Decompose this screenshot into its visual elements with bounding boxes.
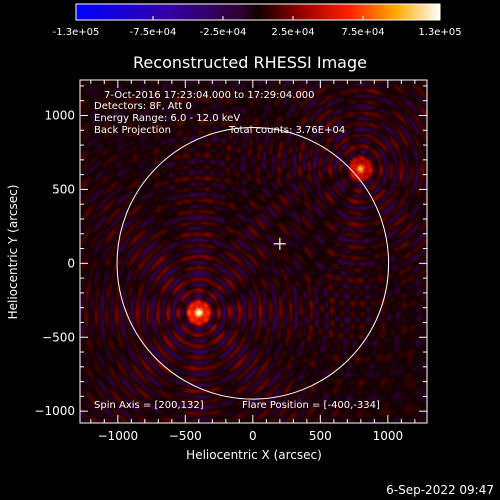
annotation-energy: Energy Range: 6.0 - 12.0 keV: [94, 113, 240, 124]
plot-area: −1000 −500 0 500 1000 −1000 −500 0 500 1000 7-Oc…: [34, 79, 428, 443]
colorbar-tick-label: 1.3e+05: [418, 27, 461, 38]
plot-frame: [79, 79, 428, 424]
x-axis-label: Heliocentric X (arcsec): [186, 448, 322, 462]
annotation-time-range: 7-Oct-2016 17:23:04.000 to 17:29:04.000: [104, 90, 315, 101]
colorbar-tick-label: 7.5e+04: [341, 27, 384, 38]
colorbar-gradient: [75, 3, 441, 21]
y-tick-label: 500: [52, 182, 75, 196]
colorbar-tick-label: -7.5e+04: [130, 27, 177, 38]
annotation-spin-axis: Spin Axis = [200,132]: [94, 400, 204, 411]
y-axis-label: Heliocentric Y (arcsec): [6, 185, 20, 320]
x-tick-label: 500: [309, 429, 332, 443]
x-axis-ticks: −1000 −500 0 500 1000: [90, 80, 416, 443]
chart-title: Reconstructed RHESSI Image: [133, 53, 367, 72]
colorbar-ticks: -1.3e+05 -7.5e+04 -2.5e+04 2.5e+04 7.5e+04 1.…: [53, 16, 462, 38]
x-tick-label: −1000: [98, 429, 139, 443]
y-tick-label: −1000: [34, 404, 75, 418]
solar-limb-circle: [116, 127, 390, 400]
colorbar-tick-label: -1.3e+05: [53, 27, 100, 38]
colorbar-tick-label: -2.5e+04: [200, 27, 247, 38]
y-tick-label: 0: [67, 256, 75, 270]
y-tick-label: 1000: [44, 108, 75, 122]
annotation-method: Back Projection: [94, 125, 171, 136]
annotation-flare-position: Flare Position = [-400,-334]: [242, 400, 380, 411]
spin-axis-marker: [273, 237, 286, 250]
footer-timestamp: 6-Sep-2022 09:47: [386, 483, 494, 497]
x-tick-label: −500: [169, 429, 202, 443]
x-tick-label: 0: [249, 429, 257, 443]
colorbar-tick-label: 2.5e+04: [271, 27, 314, 38]
heatmap-image: [80, 80, 427, 423]
x-tick-label: 1000: [373, 429, 404, 443]
y-tick-label: −500: [42, 330, 75, 344]
y-axis-ticks: −1000 −500 0 500 1000: [34, 85, 427, 418]
annotation-counts: Total counts: 3.76E+04: [228, 125, 345, 136]
colorbar: -1.3e+05 -7.5e+04 -2.5e+04 2.5e+04 7.5e+04 1.…: [53, 3, 462, 38]
annotation-detectors: Detectors: 8F, Att 0: [94, 101, 192, 112]
